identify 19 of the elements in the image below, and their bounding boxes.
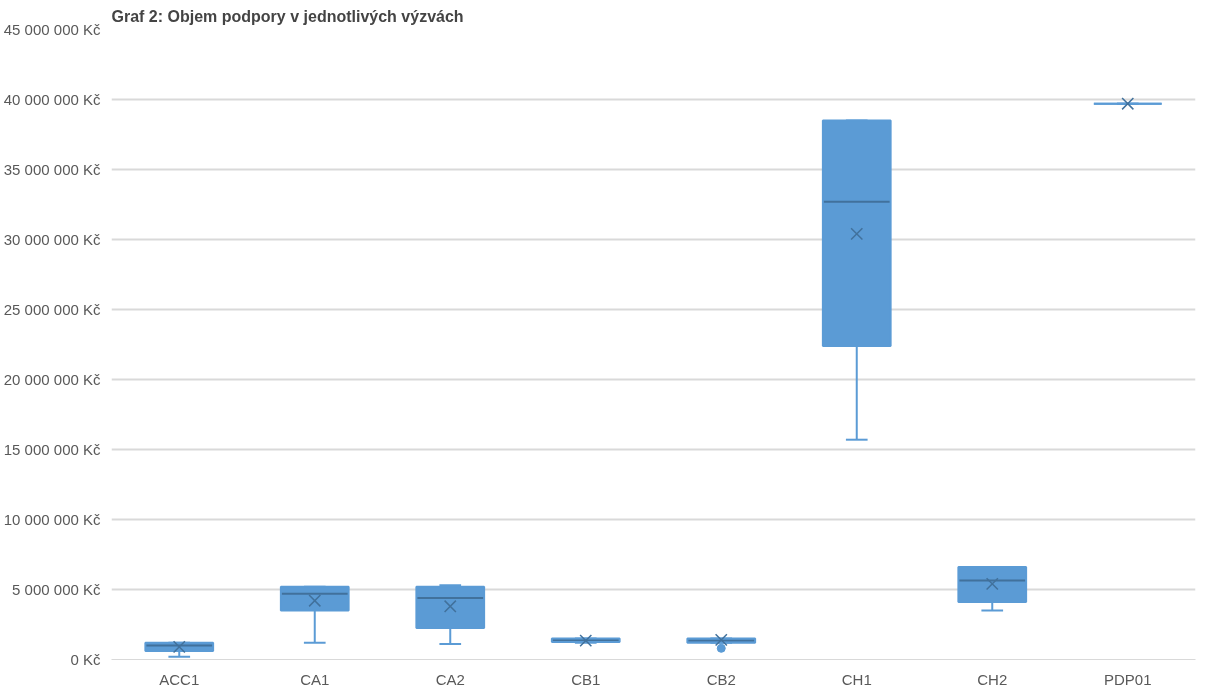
y-tick-label: 35 000 000 Kč [3, 161, 101, 178]
x-tick-label: CB2 [706, 670, 736, 688]
y-tick-label: 10 000 000 Kč [3, 511, 101, 528]
y-tick-label: 5 000 000 Kč [12, 581, 101, 598]
y-tick-label: 40 000 000 Kč [3, 91, 101, 108]
x-tick-label: CH2 [977, 670, 1008, 688]
y-tick-label: 0 Kč [70, 651, 101, 668]
x-tick-label: CA1 [300, 670, 330, 688]
x-tick-label: ACC1 [159, 670, 200, 688]
x-tick-label: PDP01 [1103, 670, 1152, 688]
y-tick-label: 30 000 000 Kč [3, 231, 101, 248]
x-tick-label: CB1 [571, 670, 601, 688]
y-tick-label: 45 000 000 Kč [3, 21, 101, 38]
chart-title: Graf 2: Objem podpory v jednotlivých výzvách [111, 7, 464, 25]
y-tick-label: 20 000 000 Kč [3, 371, 101, 388]
x-tick-label: CH1 [841, 670, 872, 688]
y-tick-label: 15 000 000 Kč [3, 441, 101, 458]
y-tick-label: 25 000 000 Kč [3, 301, 101, 318]
x-tick-label: CA2 [435, 670, 465, 688]
